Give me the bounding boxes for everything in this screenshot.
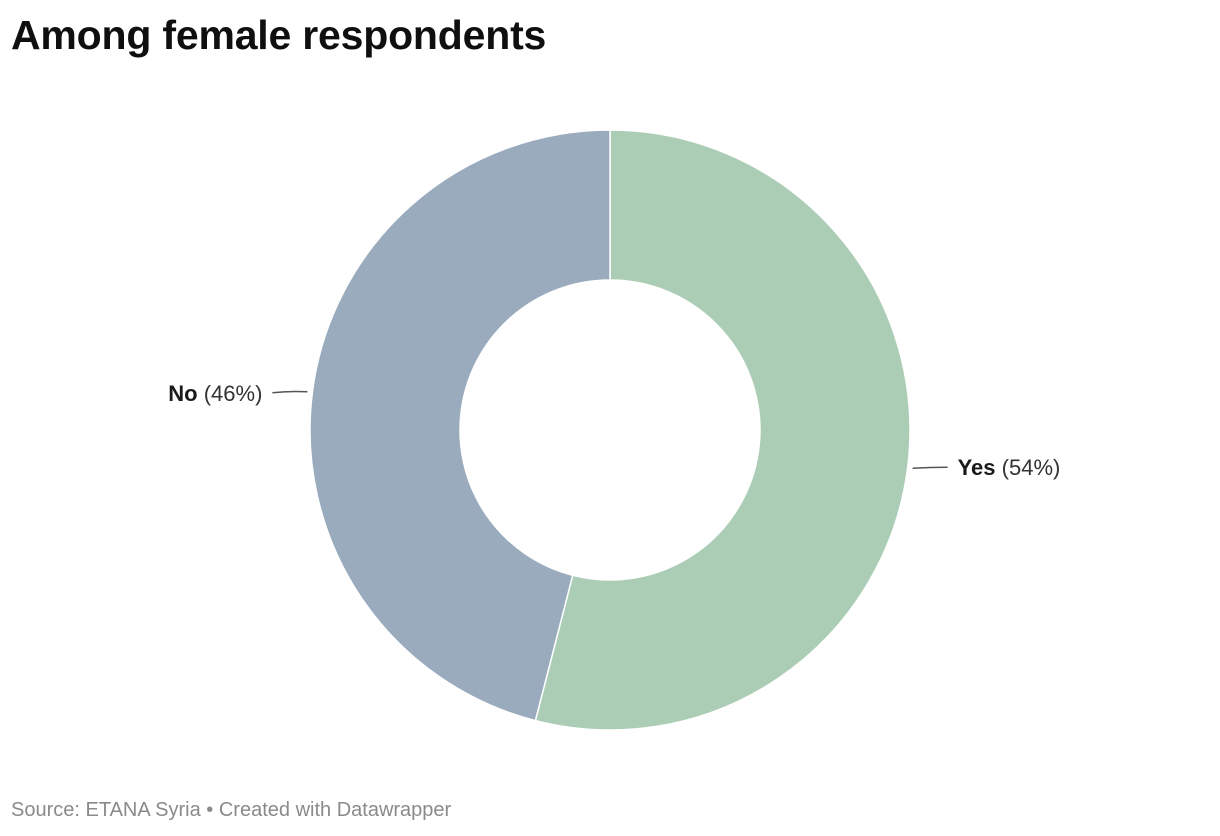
footer-separator: • <box>206 799 214 821</box>
source-name: ETANA Syria <box>85 799 201 821</box>
credit-text: Created with Datawrapper <box>218 799 452 821</box>
slice-labels: Yes (54%) No (46%) <box>168 381 1060 480</box>
source-label: Source: <box>11 799 80 821</box>
slice-yes <box>534 129 911 731</box>
leader-line-yes <box>912 466 948 469</box>
chart-title: Among female respondents <box>11 12 547 58</box>
label-leader-lines <box>272 390 948 469</box>
slice-label-category: No <box>168 381 197 406</box>
slice-label-no: No (46%) <box>168 381 262 406</box>
leader-line-no <box>272 390 308 394</box>
slice-label-yes: Yes (54%) <box>958 455 1061 480</box>
slice-no <box>309 129 611 722</box>
slice-label-category: Yes <box>958 455 996 480</box>
slice-label-value: (54%) <box>996 455 1061 480</box>
chart-footer: Source: ETANA Syria • Created with Dataw… <box>11 799 451 822</box>
slice-label-value: (46%) <box>198 381 263 406</box>
donut-slices <box>309 129 911 731</box>
